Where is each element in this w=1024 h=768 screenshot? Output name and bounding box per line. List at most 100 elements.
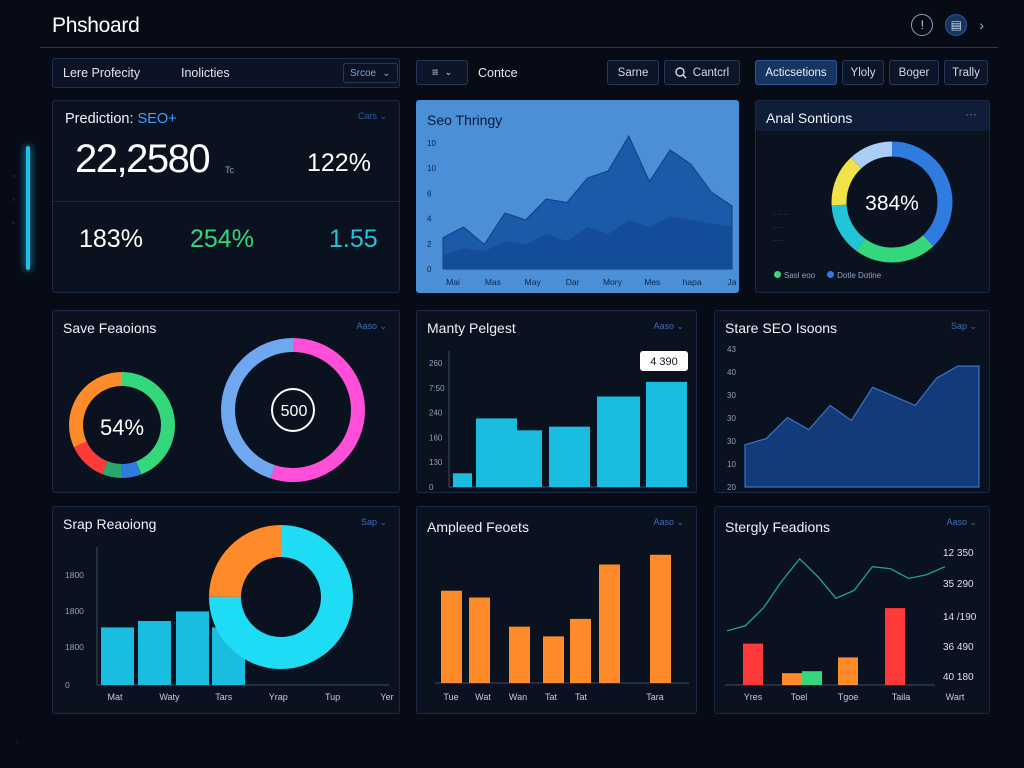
panel-menu[interactable]: Sap ⌄ bbox=[950, 321, 977, 331]
manty-bar-chart: 0 130 160 240 7:50 260 4 390 bbox=[429, 351, 689, 492]
y-tick-label: 43 bbox=[727, 345, 736, 354]
panel-menu-icon[interactable]: Cars ⌄ bbox=[357, 111, 387, 121]
panel-menu[interactable]: Aaso ⌄ bbox=[356, 321, 387, 331]
panel-menu[interactable]: Aaso ⌄ bbox=[946, 517, 977, 527]
center-ring bbox=[271, 388, 315, 432]
donut-slice bbox=[69, 372, 175, 478]
x-tick-label: Tue bbox=[443, 692, 458, 702]
y-tick-label: 10 bbox=[427, 164, 436, 173]
search-label: Cantcrl bbox=[692, 66, 730, 79]
area-series bbox=[744, 365, 980, 488]
chevron-down-icon: ⌄ bbox=[444, 67, 453, 77]
panel-title: Anal Sontions bbox=[766, 110, 853, 126]
area-series-2 bbox=[443, 216, 732, 269]
bar bbox=[469, 597, 490, 683]
x-tick-label: Wan bbox=[509, 692, 527, 702]
x-tick-label: Ja bbox=[728, 277, 737, 287]
ampleed-feoets-panel: Ampleed Feoets Aaso ⌄ Tue Wat Wan Tat Tat Tar… bbox=[416, 506, 697, 714]
panel-menu[interactable]: Aaso ⌄ bbox=[653, 517, 684, 527]
menu-dropdown-button[interactable]: ≡ ⌄ bbox=[416, 60, 468, 85]
scope-dropdown[interactable]: Srcoe ⌄ bbox=[343, 63, 398, 83]
donut-slice bbox=[831, 141, 953, 263]
list-label: ······ bbox=[772, 238, 784, 244]
y-tick-label: 40 180 bbox=[943, 672, 974, 683]
stat-3: 1.55 bbox=[329, 225, 378, 253]
bar bbox=[517, 430, 542, 487]
y-tick-label: 0 bbox=[427, 265, 432, 274]
donut-side-list: ·· ······ ······ ······ bbox=[772, 209, 790, 248]
more-icon[interactable]: ··· bbox=[965, 107, 977, 121]
save-donut-charts: 54% 500 bbox=[69, 338, 365, 482]
x-tick-label: Tara bbox=[646, 692, 664, 702]
ampleed-bar-chart: Tue Wat Wan Tat Tat Tara bbox=[435, 554, 689, 702]
x-tick-label: Toel bbox=[791, 692, 808, 702]
bar bbox=[453, 473, 472, 487]
x-tick-label: Tup bbox=[325, 692, 340, 702]
donut-slice bbox=[831, 141, 953, 263]
menu-icon: ≡ bbox=[431, 66, 439, 79]
info-icon[interactable]: ! bbox=[911, 14, 934, 36]
y-tick-label: 1800 bbox=[65, 642, 84, 652]
rail-label: ▫ ▫ ▫ bbox=[9, 172, 18, 234]
panel-title: Ampleed Feoets bbox=[427, 519, 529, 535]
x-tick-label: Tars bbox=[215, 692, 233, 702]
donut-slice bbox=[69, 372, 175, 478]
y-tick-label: 40 bbox=[727, 368, 736, 377]
y-tick-label: 12 350 bbox=[943, 548, 974, 559]
x-tick-label: May bbox=[525, 277, 542, 287]
y-tick-label: 20 bbox=[727, 483, 736, 492]
bar bbox=[802, 671, 822, 685]
panel-menu[interactable]: Aaso ⌄ bbox=[653, 321, 684, 331]
donut-center-value: 500 bbox=[281, 403, 308, 420]
donut-center-value: 384% bbox=[865, 192, 919, 215]
y-tick-label: 6 bbox=[427, 189, 432, 198]
bar bbox=[176, 611, 209, 685]
stat-2: 254% bbox=[190, 225, 254, 253]
header-divider bbox=[40, 47, 998, 48]
legend-item: Dotle Dotine bbox=[827, 271, 881, 280]
filter-field-inolicties[interactable]: Inolicties bbox=[181, 66, 230, 80]
bar bbox=[570, 618, 591, 683]
anal-sontions-panel: Anal Sontions ··· 384% ·· ······ ······ … bbox=[755, 100, 990, 293]
donut-slice bbox=[831, 141, 953, 263]
y-tick-label: 30 bbox=[727, 414, 736, 423]
y-tick-label: 14 /190 bbox=[943, 612, 977, 623]
trally-button[interactable]: Trally bbox=[944, 60, 988, 85]
user-icon[interactable]: ▤ bbox=[945, 14, 968, 36]
bar bbox=[543, 636, 564, 683]
donut-slice bbox=[209, 525, 353, 669]
actions-button[interactable]: Acticsetions bbox=[755, 60, 837, 85]
y-tick-label: 30 bbox=[727, 391, 736, 400]
donut-legend: Sasl eoo Dotle Dotine bbox=[774, 271, 881, 280]
legend-label: Sasl eoo bbox=[784, 271, 816, 280]
panel-menu-label: Aaso bbox=[356, 321, 377, 331]
panel-title: Stergly Feadions bbox=[725, 519, 831, 535]
x-tick-label: Mas bbox=[485, 277, 501, 287]
stare-seo-panel: Stare SEO Isoons Sap ⌄ 43403030301020Yar… bbox=[714, 310, 990, 493]
panel-title: Save Feaoions bbox=[63, 320, 157, 336]
chevron-right-icon[interactable]: › bbox=[979, 17, 984, 33]
app-title: Phshoard bbox=[52, 14, 140, 37]
sontions-donut-chart: 384% bbox=[831, 141, 953, 263]
bar bbox=[782, 673, 802, 685]
yoly-button[interactable]: Yloly bbox=[842, 60, 884, 85]
y-tick-label: 4 bbox=[427, 215, 432, 224]
manty-pelgest-panel: Manty Pelgest Aaso ⌄ 0 130 160 240 7:50 260 4 … bbox=[416, 310, 697, 493]
search-control[interactable]: Cantcrl bbox=[664, 60, 740, 85]
prediction-panel: Prediction: SEO+ Cars ⌄ 22,2580 Tc 122% … bbox=[52, 100, 400, 293]
filter-field-profecity[interactable]: Lere Profecity bbox=[63, 66, 141, 80]
stergly-combo-chart: 12 350 35 290 14 /190 36 490 40 180 Yres Toel T… bbox=[725, 548, 977, 702]
panel-menu[interactable]: Sap ⌄ bbox=[360, 517, 387, 527]
bar bbox=[509, 626, 530, 683]
same-button[interactable]: Sarne bbox=[607, 60, 659, 85]
y-tick-label: 7:50 bbox=[429, 384, 445, 393]
stare-area-chart: 43403030301020YarsWesWesTaisTarsYars bbox=[727, 345, 980, 492]
boger-button[interactable]: Boger bbox=[889, 60, 939, 85]
panel-menu-label: Sap bbox=[950, 321, 967, 331]
panel-menu-label: Aaso bbox=[653, 321, 674, 331]
y-tick-label: 1800 bbox=[65, 570, 84, 580]
primary-value: 22,2580 bbox=[75, 137, 211, 181]
panel-header bbox=[756, 101, 989, 131]
bar bbox=[599, 564, 620, 683]
donut-center-value: 54% bbox=[100, 415, 144, 440]
